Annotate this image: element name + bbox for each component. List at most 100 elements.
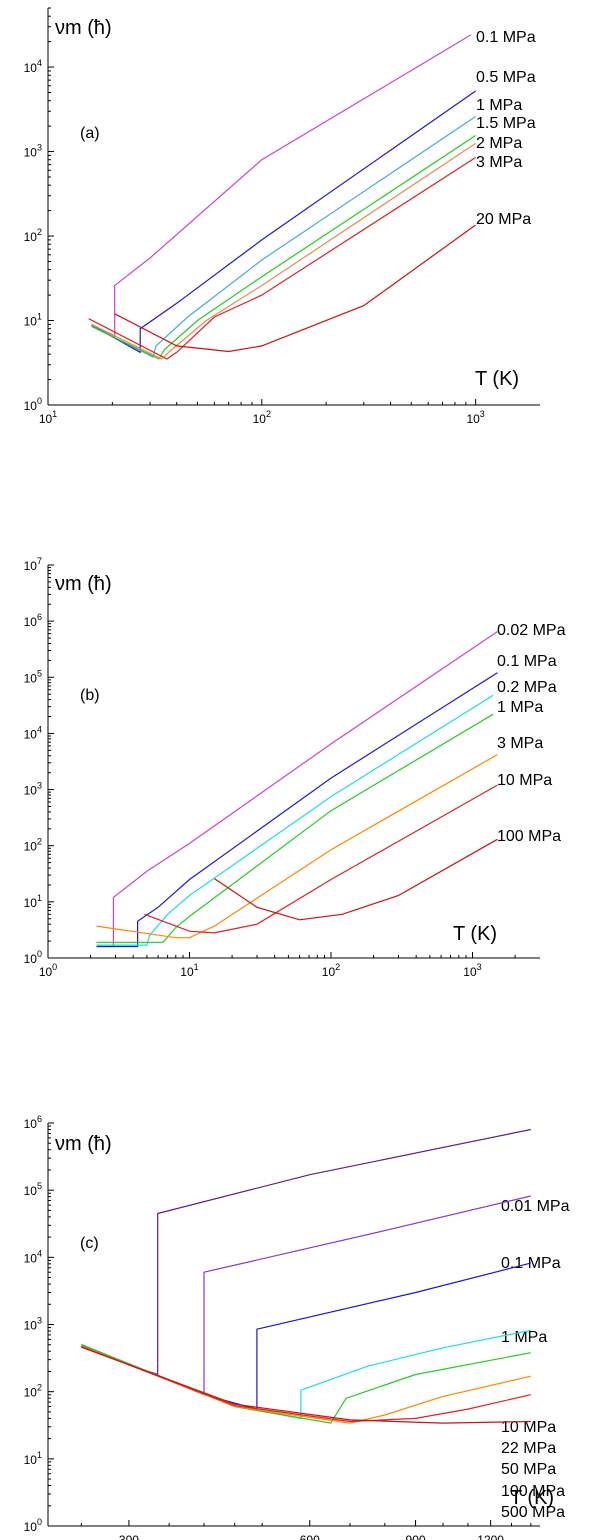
series-line — [81, 1346, 531, 1424]
x-tick-label-base: 10 — [463, 965, 477, 979]
y-tick-label-base: 10 — [24, 727, 38, 741]
series-label: 1.5 MPa — [476, 115, 536, 132]
series-label: 0.2 MPa — [497, 679, 557, 696]
y-tick-label-base: 10 — [24, 1453, 38, 1467]
x-tick-label-base: 10 — [180, 965, 194, 979]
y-tick-label-exp: 5 — [37, 1181, 42, 1191]
x-tick-label: 101 — [180, 962, 198, 979]
series-label: 10 MPa — [501, 1419, 556, 1436]
y-tick-label-exp: 3 — [37, 781, 42, 791]
series-line — [81, 1195, 531, 1395]
y-tick-label: 106 — [24, 1114, 42, 1131]
x-tick-label-base: 10 — [253, 412, 267, 426]
x-tick-label-base: 300 — [119, 1533, 139, 1540]
panel-label: (a) — [80, 125, 100, 142]
y-tick-label-exp: 1 — [37, 1450, 42, 1460]
series-label: 1 MPa — [476, 97, 522, 114]
y-tick-label: 104 — [24, 1248, 42, 1265]
x-tick-label: 103 — [466, 409, 484, 426]
x-tick-label-exp: 1 — [52, 409, 57, 419]
y-tick-label-base: 10 — [24, 840, 38, 854]
y-tick-label: 104 — [24, 58, 42, 75]
series-line — [81, 1345, 531, 1423]
series-line — [81, 1128, 531, 1376]
y-tick-label: 104 — [24, 724, 42, 741]
series-line — [88, 156, 476, 360]
series-label: 0.5 MPa — [476, 69, 536, 86]
series-label: 22 MPa — [501, 1440, 556, 1457]
series-line — [214, 838, 498, 921]
series-label: 3 MPa — [497, 735, 543, 752]
y-tick-label-base: 10 — [24, 146, 38, 160]
series-label: 0.1 MPa — [497, 653, 557, 670]
y-tick-label-exp: 3 — [37, 143, 42, 153]
y-axis-label: νm (ħ) — [55, 1133, 112, 1155]
y-tick-label-base: 10 — [24, 399, 38, 413]
y-tick-label: 106 — [24, 612, 42, 629]
x-tick-label-base: 900 — [406, 1533, 426, 1540]
series-label: 3 MPa — [476, 154, 522, 171]
y-tick-label-exp: 0 — [37, 1517, 42, 1527]
x-axis-label: T (K) — [475, 368, 519, 390]
y-tick-label-exp: 0 — [37, 396, 42, 406]
y-tick-label-base: 10 — [24, 230, 38, 244]
x-axis-label: T (K) — [510, 1487, 554, 1509]
y-tick-label: 103 — [24, 781, 42, 798]
series-line — [96, 694, 494, 946]
x-tick-label-base: 10 — [322, 965, 336, 979]
series-label: 100 MPa — [501, 1483, 565, 1500]
series-label: 0.02 MPa — [497, 622, 566, 639]
y-tick-label: 103 — [24, 1316, 42, 1333]
y-tick-label: 100 — [24, 396, 42, 413]
series-label: 50 MPa — [501, 1461, 556, 1478]
y-tick-label-base: 10 — [24, 615, 38, 629]
y-tick-label: 100 — [24, 949, 42, 966]
y-tick-label-base: 10 — [24, 1319, 38, 1333]
series-label: 2 MPa — [476, 135, 522, 152]
x-tick-label: 300 — [119, 1533, 139, 1540]
y-axis-label: νm (ħ) — [55, 17, 112, 39]
y-tick-label-base: 10 — [24, 671, 38, 685]
series-line — [91, 34, 472, 338]
y-tick-label-base: 10 — [24, 1520, 38, 1534]
y-tick-label-exp: 6 — [37, 1114, 42, 1124]
panel-label: (c) — [80, 1235, 99, 1252]
x-tick-label-exp: 1 — [194, 962, 199, 972]
x-tick-label: 103 — [463, 962, 481, 979]
x-tick-label-exp: 3 — [477, 962, 482, 972]
x-tick-label-exp: 2 — [266, 409, 271, 419]
series-label: 1 MPa — [497, 699, 543, 716]
y-tick-label: 102 — [24, 1383, 42, 1400]
y-tick-label: 105 — [24, 668, 42, 685]
y-tick-label: 102 — [24, 837, 42, 854]
x-tick-label: 100 — [39, 962, 57, 979]
y-tick-label-exp: 0 — [37, 949, 42, 959]
x-tick-label-base: 1200 — [477, 1533, 504, 1540]
series-line — [91, 142, 476, 360]
x-tick-label: 600 — [300, 1533, 320, 1540]
series-line — [91, 134, 476, 360]
y-tick-label: 102 — [24, 227, 42, 244]
y-tick-label: 105 — [24, 1181, 42, 1198]
y-tick-label-exp: 5 — [37, 668, 42, 678]
y-tick-label: 107 — [24, 556, 42, 573]
series-line — [96, 754, 498, 939]
y-tick-label-base: 10 — [24, 61, 38, 75]
series-line — [96, 713, 494, 943]
series-line — [81, 1344, 531, 1424]
x-tick-label-base: 10 — [466, 412, 480, 426]
y-tick-label-exp: 4 — [37, 58, 42, 68]
y-tick-label-exp: 1 — [37, 893, 42, 903]
x-tick-label: 1200 — [477, 1533, 504, 1540]
y-tick-label-base: 10 — [24, 896, 38, 910]
x-tick-label-exp: 3 — [480, 409, 485, 419]
series-label: 0.01 MPa — [501, 1198, 570, 1215]
series-line — [81, 1329, 531, 1420]
y-axis-label: νm (ħ) — [55, 573, 112, 595]
panel-label: (b) — [80, 687, 100, 704]
x-tick-label-base: 10 — [39, 965, 53, 979]
x-tick-label-base: 600 — [300, 1533, 320, 1540]
y-tick-label-exp: 2 — [37, 837, 42, 847]
